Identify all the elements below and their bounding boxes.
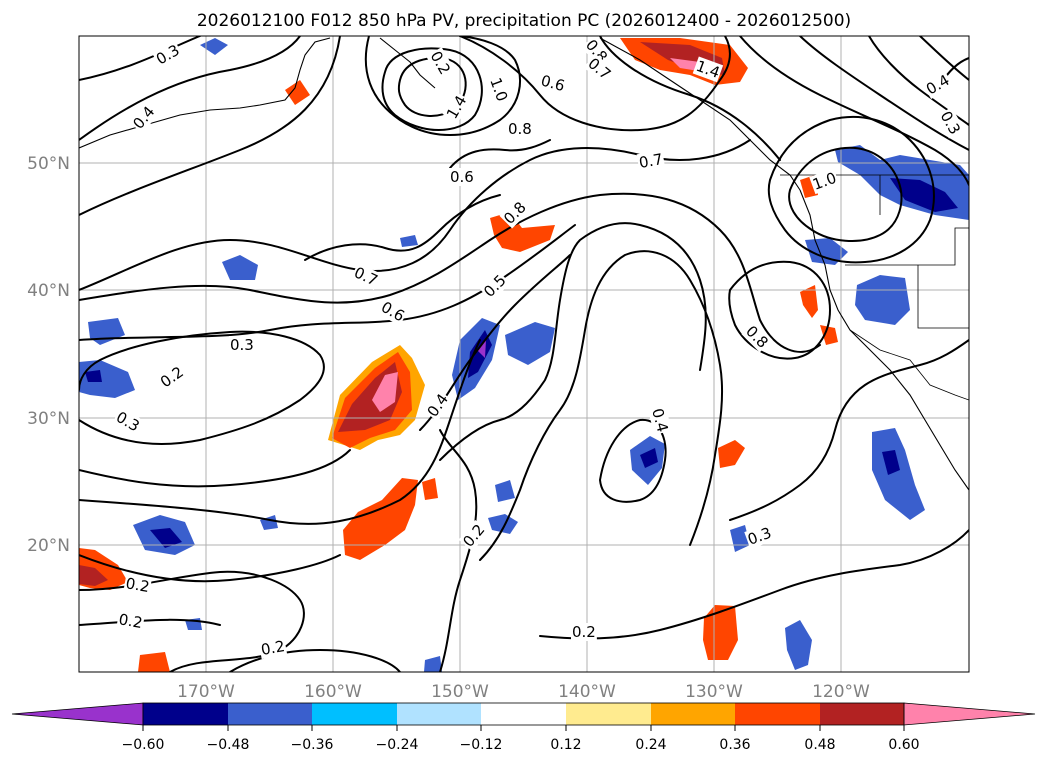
- contour-label: 0.4: [648, 406, 672, 434]
- negative-precip-patch: [640, 448, 658, 468]
- colorbar-segment: [228, 703, 312, 725]
- colorbar-tick-label: −0.36: [291, 737, 334, 753]
- colorbar-tick-label: −0.48: [207, 737, 250, 753]
- positive-precip-patch: [800, 285, 818, 318]
- lat-tick-label: 20°N: [27, 536, 70, 556]
- colorbar-min-extension: [11, 702, 144, 726]
- colorbar-tick-label: 0.60: [888, 737, 919, 753]
- contour-label: 0.7: [638, 150, 665, 172]
- colorbar-segment: [481, 703, 566, 725]
- lat-tick-label: 30°N: [27, 409, 70, 429]
- latitude-axis: 50°N 40°N 30°N 20°N: [27, 154, 70, 556]
- negative-precip-patch: [200, 38, 228, 55]
- negative-precip-patch: [890, 178, 958, 212]
- colorbar-tick-label: 0.36: [719, 737, 750, 753]
- contour-label: 0.2: [260, 637, 287, 659]
- colorbar-segment: [143, 703, 228, 725]
- lat-tick-label: 40°N: [27, 281, 70, 301]
- negative-precip-patch: [85, 370, 102, 382]
- lon-tick-label: 170°W: [177, 682, 235, 702]
- colorbar-segment: [820, 703, 904, 725]
- negative-precip-patch: [468, 330, 492, 378]
- negative-precip-patch: [79, 360, 135, 398]
- colorbar-segment: [651, 703, 735, 725]
- colorbar-tick-label: 0.12: [550, 737, 581, 753]
- map-title: 2026012100 F012 850 hPa PV, precipitatio…: [197, 11, 851, 31]
- negative-precip-patch: [477, 340, 486, 358]
- lat-tick-label: 50°N: [27, 154, 70, 174]
- negative-precip-patch: [505, 322, 555, 365]
- positive-precip-patch: [422, 478, 438, 500]
- contour-label: 0.6: [450, 168, 474, 186]
- contour-label: 0.2: [124, 574, 151, 596]
- colorbar-tick-label: −0.60: [122, 737, 165, 753]
- negative-precip-patch: [400, 235, 418, 247]
- contour-label: 0.2: [117, 610, 144, 632]
- lon-tick-label: 150°W: [431, 682, 489, 702]
- positive-precip-patch: [285, 80, 310, 105]
- colorbar: −0.60 −0.48 −0.36 −0.24 −0.12 0.12 0.24 …: [11, 702, 1036, 753]
- colorbar-ticks: [142, 725, 905, 731]
- positive-precip-patch: [372, 372, 398, 412]
- positive-precip-patch: [138, 652, 170, 672]
- positive-precip-patch: [703, 605, 738, 660]
- contour-label: 0.8: [508, 120, 532, 138]
- colorbar-segment: [566, 703, 651, 725]
- lon-tick-label: 160°W: [304, 682, 362, 702]
- colorbar-max-extension: [903, 702, 1036, 726]
- colorbar-segment: [312, 703, 397, 725]
- pv-contours: [79, 36, 969, 672]
- positive-precip-patch: [343, 478, 418, 560]
- plot-area: 0.3 0.4 0.2 1.4 1.0 0.6 0.8 0.7 1.4 0.8 …: [78, 35, 970, 673]
- positive-precip-patch: [718, 440, 745, 468]
- negative-precip-patch: [872, 428, 925, 520]
- negative-precip-patch: [495, 480, 515, 502]
- negative-precip-patch: [785, 620, 812, 670]
- negative-precip-patch: [222, 255, 258, 280]
- colorbar-segment: [735, 703, 820, 725]
- colorbar-tick-label: 0.24: [635, 737, 666, 753]
- lon-tick-label: 140°W: [558, 682, 616, 702]
- negative-precip-patch: [150, 528, 182, 548]
- colorbar-tick-labels: −0.60 −0.48 −0.36 −0.24 −0.12 0.12 0.24 …: [122, 737, 920, 753]
- colorbar-segment: [397, 703, 481, 725]
- lon-tick-label: 130°W: [685, 682, 743, 702]
- colorbar-tick-label: 0.48: [804, 737, 835, 753]
- lon-tick-label: 120°W: [812, 682, 870, 702]
- colorbar-tick-label: −0.24: [376, 737, 419, 753]
- negative-precip-patch: [488, 514, 518, 534]
- positive-precip-patch: [820, 325, 838, 345]
- positive-precip-patch: [79, 565, 108, 586]
- contour-label: 0.2: [572, 623, 596, 641]
- negative-precip-patch: [424, 656, 442, 672]
- contour-label: 0.6: [539, 71, 567, 95]
- contour-label: 0.3: [230, 336, 254, 354]
- colorbar-tick-label: −0.12: [460, 737, 503, 753]
- negative-precip-patch: [855, 275, 910, 325]
- negative-precip-patch: [882, 450, 900, 475]
- negative-precip-patch: [805, 238, 848, 265]
- longitude-axis: 170°W 160°W 150°W 140°W 130°W 120°W: [177, 682, 870, 702]
